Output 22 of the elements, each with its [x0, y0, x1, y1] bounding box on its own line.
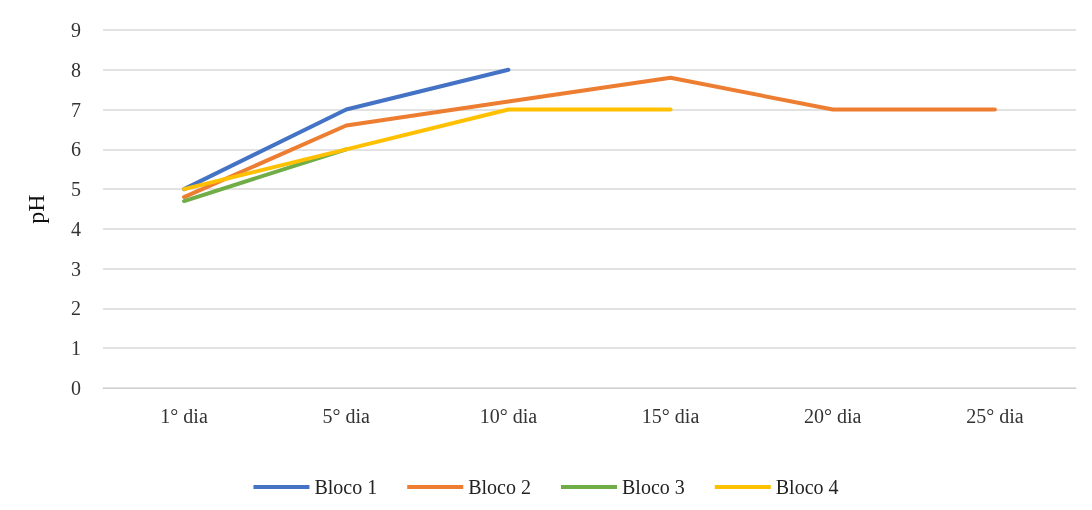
y-tick-label: 6: [71, 138, 81, 161]
legend-label: Bloco 1: [314, 476, 378, 498]
y-tick-label: 9: [71, 19, 81, 41]
x-tick-label: 20° dia: [804, 405, 862, 427]
legend-label: Bloco 4: [775, 476, 839, 498]
line-series: [182, 75, 997, 200]
y-tick-label: 4: [71, 217, 81, 240]
y-tick-label: 7: [71, 98, 81, 121]
x-tick-label: 1° dia: [160, 405, 208, 427]
x-tick-label: 5° dia: [322, 405, 371, 427]
x-tick-label: 15° dia: [641, 405, 700, 427]
y-tick-label: 0: [71, 377, 81, 399]
y-tick-label: 5: [71, 178, 81, 201]
y-axis-title: pH: [23, 194, 49, 224]
legend-label: Bloco 2: [468, 476, 532, 498]
y-tick-label: 3: [71, 257, 81, 280]
x-tick-label: 10° dia: [479, 405, 538, 427]
legend-label: Bloco 3: [622, 476, 685, 498]
x-tick-label: 25° dia: [966, 405, 1024, 427]
y-tick-label: 2: [71, 297, 81, 320]
y-tick-label: 1: [71, 337, 81, 360]
y-tick-label: 8: [71, 58, 81, 81]
